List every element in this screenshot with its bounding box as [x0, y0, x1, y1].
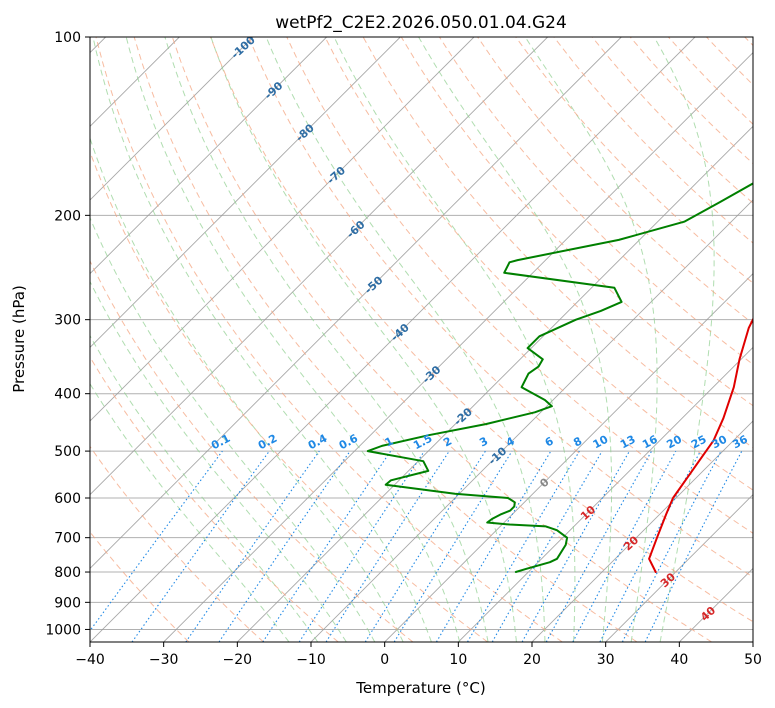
isotherm-line: [90, 37, 696, 642]
plot-area: -100-90-80-70-60-50-40-30-20-10010203040…: [90, 37, 753, 642]
x-axis: −40 −30 −20 −10 0 10 20 30 40 50: [75, 642, 762, 668]
y-tick-label: 100: [54, 30, 81, 46]
x-tick-label: −10: [296, 652, 326, 668]
dry-adiabat-line: [95, 37, 563, 642]
isotherm-line: [90, 37, 622, 569]
moist-adiabat-line: [265, 37, 546, 642]
y-tick-label: 600: [54, 491, 81, 507]
dry-adiabats: [90, 37, 753, 642]
x-tick-label: 30: [597, 652, 615, 668]
mixing-ratio-line: [572, 450, 677, 642]
mixing-ratio-label: 16: [640, 433, 660, 452]
moist-adiabat-line: [90, 382, 290, 642]
y-tick-label: 500: [54, 444, 81, 460]
dry-adiabat-line: [90, 356, 339, 642]
moist-adiabat-line: [90, 136, 404, 642]
mixing-ratio-label: 36: [730, 433, 750, 452]
mixing-ratio-label: 20: [664, 433, 684, 452]
y-axis-title: Pressure (hPa): [10, 285, 28, 393]
isotherm-line: [605, 494, 753, 642]
dry-adiabat-line: [133, 37, 638, 642]
mixing-ratio-line: [521, 450, 630, 642]
dry-adiabat-line: [210, 37, 753, 623]
isotherm-line: [237, 125, 753, 642]
moist-adiabat-line: [333, 37, 576, 642]
mixing-ratio-line: [131, 450, 270, 642]
x-tick-label: −30: [149, 652, 179, 668]
x-tick-label: 20: [523, 652, 541, 668]
moist-adiabats: [90, 37, 715, 642]
mixing-ratio-line: [644, 450, 743, 642]
x-tick-label: 40: [670, 652, 688, 668]
mixing-ratio-label: 25: [689, 433, 709, 452]
dry-adiabat-line: [171, 37, 712, 642]
moist-adiabat-line: [418, 37, 613, 642]
isotherm-line: [90, 37, 401, 348]
x-axis-title: Temperature (°C): [355, 679, 485, 697]
isotherm-line: [163, 52, 753, 642]
y-tick-label: 900: [54, 595, 81, 611]
skewed-isotherms: [90, 37, 753, 642]
x-tick-label: 10: [449, 652, 467, 668]
x-tick-label: −20: [223, 652, 253, 668]
dry-adiabat-line: [286, 37, 753, 534]
plot-frame: [89, 36, 754, 643]
mixing-ratio-line: [262, 450, 392, 642]
mixing-ratio-lines: [90, 450, 743, 642]
mixing-ratio-line: [90, 450, 223, 632]
isotherm-line: [90, 37, 548, 496]
dry-adiabat-line: [324, 37, 753, 491]
moist-adiabat-line: [210, 37, 517, 642]
sounding-profiles: [366, 182, 753, 573]
moist-adiabat-line: [90, 280, 347, 642]
y-tick-label: 200: [54, 208, 81, 224]
y-tick-label: 400: [54, 387, 81, 403]
isotherm-line: [384, 273, 753, 642]
moist-adiabat-line: [92, 37, 432, 642]
moist-adiabat-line: [90, 334, 319, 642]
mixing-ratio-line: [185, 450, 320, 642]
dry-adiabat-line: [248, 37, 753, 578]
moist-adiabat-line: [653, 37, 715, 642]
y-tick-label: 700: [54, 531, 81, 547]
isotherm-line: [90, 37, 475, 422]
moist-adiabat-line: [125, 37, 461, 642]
temperature-profile: [648, 317, 753, 573]
y-tick-label: 300: [54, 313, 81, 329]
y-axis: 100 200 300 400 500 600 700 800 900 1000: [45, 30, 90, 638]
y-tick-label: 1000: [45, 622, 81, 638]
moist-adiabat-line: [90, 216, 376, 642]
dry-adiabat-line: [515, 37, 753, 284]
x-tick-label: 50: [744, 652, 762, 668]
mixing-ratio-line: [545, 450, 653, 642]
isotherm-line: [90, 37, 254, 201]
chart-title: wetPf2_C2E2.2026.050.01.04.G24: [275, 13, 567, 33]
mixing-ratio-line: [218, 450, 351, 642]
dry-adiabat-line: [90, 259, 414, 642]
mixing-ratio-label: 30: [710, 433, 730, 452]
dry-adiabat-line: [90, 445, 264, 642]
isotherm-line: [90, 37, 327, 275]
mixing-ratio-line: [298, 450, 425, 642]
mixing-ratio-line: [325, 450, 450, 642]
mixing-ratio-labels: 0.1 0.2 0.4 0.6 1 1.5 2 3 4 6 8 10 13 16 20 25 30 36: [209, 432, 750, 453]
isotherm-line: [458, 346, 753, 642]
mixing-ratio-line: [393, 450, 513, 642]
isotherm-line: [531, 420, 753, 642]
mixing-ratio-label: 13: [618, 433, 638, 452]
moist-adiabat-line: [524, 37, 658, 642]
y-tick-label: 800: [54, 565, 81, 581]
pressure-gridlines: [90, 37, 753, 630]
x-tick-label: −40: [75, 652, 105, 668]
x-tick-label: 0: [380, 652, 389, 668]
dewpoint-profile: [366, 182, 753, 573]
mixing-ratio-label: 10: [591, 433, 611, 452]
